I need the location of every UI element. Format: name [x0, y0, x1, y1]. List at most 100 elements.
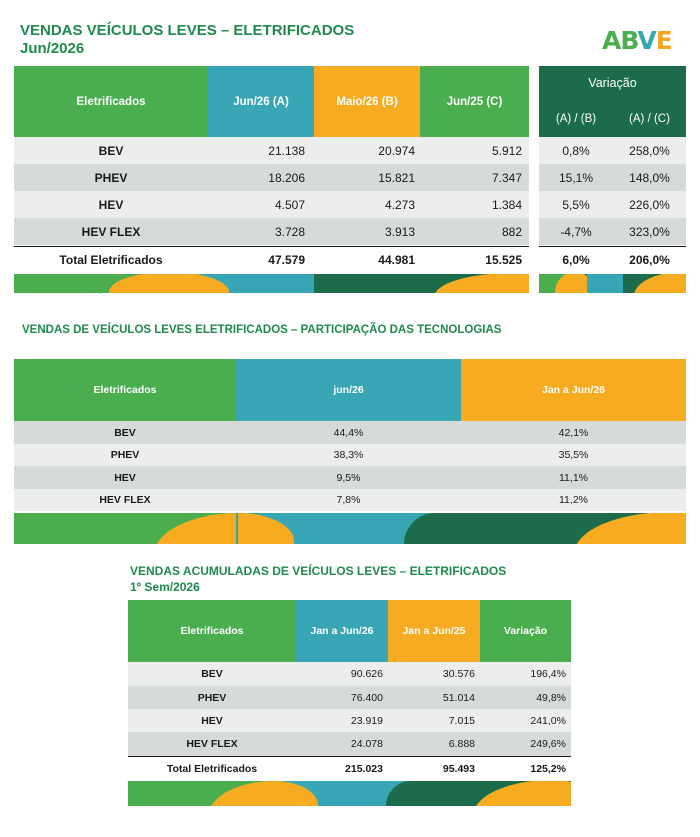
col-header-jun26: jun/26 [236, 359, 461, 421]
share-section-title: VENDAS DE VEÍCULOS LEVES ELETRIFICADOS –… [22, 324, 502, 336]
variation-col-ab: (A) / (B) [555, 112, 597, 125]
col-header-variacao: Variação [480, 600, 571, 662]
table-row: PHEV 38,3% 35,5% [14, 444, 686, 466]
cell-value: 7,8% [336, 494, 361, 506]
cell-value: 3.728 [274, 224, 305, 239]
logo-part3: E [655, 26, 673, 55]
col-header-jun25: Jun/25 (C) [420, 66, 529, 137]
cell-value: 4.273 [384, 197, 415, 212]
row-label: BEV [201, 668, 223, 680]
cell-value: 4.507 [274, 197, 305, 212]
row-label: HEV FLEX [81, 224, 141, 239]
total-label: Total Eletrificados [59, 253, 163, 267]
cell-value: 76.400 [350, 691, 383, 704]
variation-title: Variação [588, 76, 637, 90]
table-row: HEV FLEX 7,8% 11,2% [14, 489, 686, 511]
total-row: Total Eletrificados 215.023 95.493 125,2… [128, 756, 571, 780]
page-title: VENDAS VEÍCULOS LEVES – ELETRIFICADOS Ju… [20, 22, 354, 58]
total-value: 6,0% [562, 253, 590, 267]
accumulated-title-line1: VENDAS ACUMULADAS DE VEÍCULOS LEVES – EL… [130, 564, 507, 578]
cell-value: 3.913 [384, 224, 415, 239]
cell-value: 42,1% [558, 426, 589, 439]
decorative-footer [14, 513, 686, 544]
cell-value: 35,5% [558, 449, 589, 461]
cell-value: 5.912 [491, 143, 522, 158]
table-row: 0,8% 258,0% [539, 137, 686, 164]
table-row: 15,1% 148,0% [539, 164, 686, 191]
cell-value: 15.821 [378, 170, 415, 185]
row-label: PHEV [110, 449, 140, 461]
decorative-footer [128, 781, 571, 806]
cell-value: 44,4% [333, 426, 364, 439]
variation-col-ac: (A) / (C) [629, 112, 670, 125]
variation-header: Variação (A) / (B) (A) / (C) [539, 66, 686, 137]
cell-value: 323,0% [629, 224, 670, 239]
cell-value: 51.014 [442, 691, 475, 704]
row-label: BEV [98, 143, 124, 158]
cell-value: 11,2% [559, 494, 588, 506]
total-label: Total Eletrificados [166, 762, 258, 775]
cell-value: 9,5% [336, 471, 361, 484]
logo-part2: V [637, 26, 656, 55]
col-header-jan-jun25: Jan a Jun/25 [388, 600, 480, 662]
abve-logo: ABVE [602, 26, 673, 55]
col-header-mai26: Maio/26 (B) [314, 66, 420, 137]
cell-value: 0,8% [562, 143, 590, 158]
row-label: PHEV [197, 691, 227, 704]
page-title-line2: Jun/2026 [20, 40, 85, 57]
cell-value: 15,1% [558, 170, 594, 185]
cell-value: 49,8% [536, 691, 566, 704]
cell-value: 5,5% [562, 197, 590, 212]
cell-value: 30.576 [442, 668, 475, 680]
accumulated-section-title: VENDAS ACUMULADAS DE VEÍCULOS LEVES – EL… [130, 563, 506, 595]
logo-part1: AB [602, 26, 638, 55]
row-label: HEV FLEX [186, 738, 238, 750]
col-header-jun26: Jun/26 (A) [208, 66, 314, 137]
table-row: HEV 4.507 4.273 1.384 [14, 191, 529, 218]
accumulated-title-line2: 1º Sem/2026 [130, 580, 200, 594]
total-value: 44.981 [378, 253, 415, 267]
total-value: 95.493 [442, 762, 475, 775]
cell-value: 1.384 [491, 197, 522, 212]
total-value: 47.579 [268, 253, 305, 267]
table-row: 5,5% 226,0% [539, 191, 686, 218]
col-header-eletrificados: Eletrificados [14, 66, 208, 137]
page-title-line1: VENDAS VEÍCULOS LEVES – ELETRIFICADOS [20, 22, 355, 39]
total-value: 125,2% [530, 762, 566, 775]
col-header-jan-jun26: Jan a Jun/26 [296, 600, 388, 662]
cell-value: 11,1% [559, 471, 588, 484]
cell-value: 148,0% [629, 170, 670, 185]
cell-value: 38,3% [333, 449, 364, 461]
table-row: -4,7% 323,0% [539, 218, 686, 245]
share-table: Eletrificados jun/26 Jan a Jun/26 BEV 44… [14, 359, 686, 544]
table-row: BEV 44,4% 42,1% [14, 421, 686, 444]
table-row: HEV FLEX 24.078 6.888 249,6% [128, 732, 571, 756]
cell-value: 18.206 [268, 170, 305, 185]
monthly-sales-table: Eletrificados Jun/26 (A) Maio/26 (B) Jun… [14, 66, 529, 293]
cell-value: 241,0% [530, 714, 566, 727]
accumulated-table: Eletrificados Jan a Jun/26 Jan a Jun/25 … [128, 600, 571, 806]
col-header-jan-jun26: Jan a Jun/26 [461, 359, 686, 421]
cell-value: 6.888 [448, 738, 475, 750]
cell-value: 249,6% [530, 738, 566, 750]
cell-value: 882 [501, 224, 522, 239]
col-header-eletrificados: Eletrificados [14, 359, 236, 421]
row-label: HEV [201, 714, 223, 727]
cell-value: 20.974 [378, 143, 415, 158]
table-row: BEV 21.138 20.974 5.912 [14, 137, 529, 164]
table-row: PHEV 18.206 15.821 7.347 [14, 164, 529, 191]
col-header-eletrificados: Eletrificados [128, 600, 296, 662]
cell-value: 258,0% [629, 143, 670, 158]
cell-value: 7.015 [448, 714, 475, 727]
total-row: 6,0% 206,0% [539, 246, 686, 273]
cell-value: -4,7% [560, 224, 592, 239]
total-value: 15.525 [485, 253, 522, 267]
total-value: 206,0% [629, 253, 670, 267]
row-label: HEV FLEX [99, 494, 151, 506]
table-row: HEV 23.919 7.015 241,0% [128, 709, 571, 732]
decorative-footer [14, 274, 529, 293]
row-label: HEV [98, 197, 124, 212]
cell-value: 23.919 [350, 714, 383, 727]
cell-value: 90.626 [350, 668, 383, 680]
table-row: HEV 9,5% 11,1% [14, 466, 686, 489]
